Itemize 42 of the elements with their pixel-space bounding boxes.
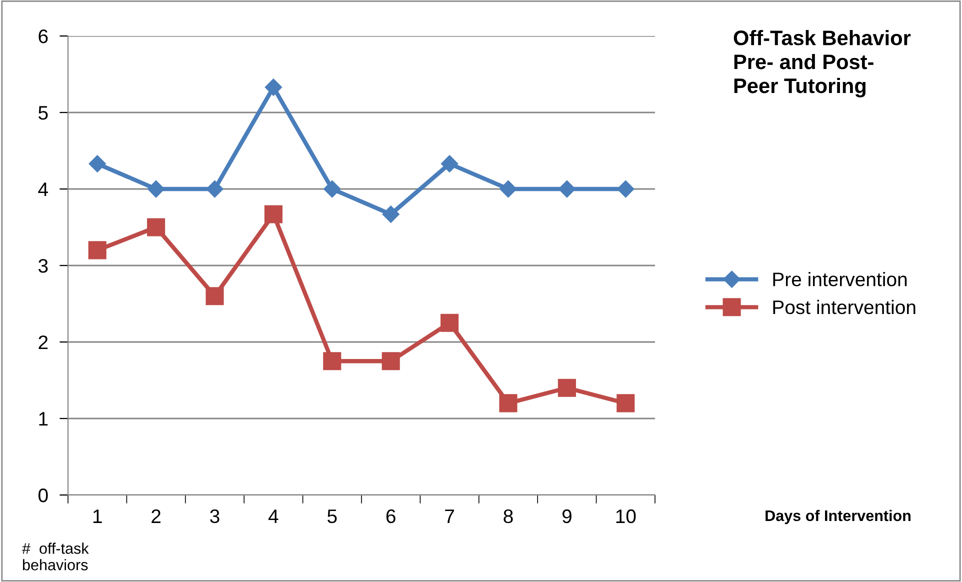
point [441, 155, 458, 172]
point [500, 180, 517, 198]
y-tick-label: 5 [38, 106, 48, 120]
x-tick-label: 7 [445, 510, 454, 523]
y-axis-title: # off-task behaviors [22, 542, 89, 570]
x-tick-label: 10 [616, 509, 636, 524]
x-tick-label: 3 [210, 509, 220, 524]
y-tick-label: 1 [39, 412, 48, 426]
x-tick-label: 1 [93, 510, 102, 523]
point [206, 287, 224, 306]
y-tick-label: 6 [38, 29, 48, 44]
point [264, 78, 282, 96]
point [558, 378, 576, 397]
text: Days of Intervention [766, 510, 910, 524]
point [616, 394, 635, 412]
point [617, 180, 634, 198]
point [558, 180, 576, 198]
point [323, 352, 342, 370]
point [147, 218, 166, 236]
x-tick-label: 8 [504, 509, 513, 524]
point [382, 206, 400, 223]
point [264, 205, 282, 224]
text: Off-Task Behavior Pre- and Post- Peer Tutoring [734, 30, 911, 98]
x-tick-label: 5 [328, 510, 337, 524]
legend-label: Pre intervention [773, 272, 907, 286]
point [382, 352, 400, 370]
point [206, 180, 224, 198]
point [148, 180, 165, 198]
legend-label: Post intervention [773, 300, 916, 314]
y-tick-label: 2 [38, 335, 48, 350]
y-tick-label: 0 [38, 488, 48, 502]
x-tick-label: 2 [152, 509, 160, 523]
point [88, 155, 106, 172]
y-tick-label: 3 [38, 258, 48, 273]
x-tick-label: 6 [386, 509, 396, 524]
x-tick-label: 9 [562, 509, 572, 524]
point [324, 180, 341, 198]
point [88, 241, 106, 260]
x-tick-label: 4 [268, 510, 278, 523]
point [499, 394, 518, 412]
y-tick-label: 4 [38, 182, 48, 196]
point [440, 314, 459, 332]
